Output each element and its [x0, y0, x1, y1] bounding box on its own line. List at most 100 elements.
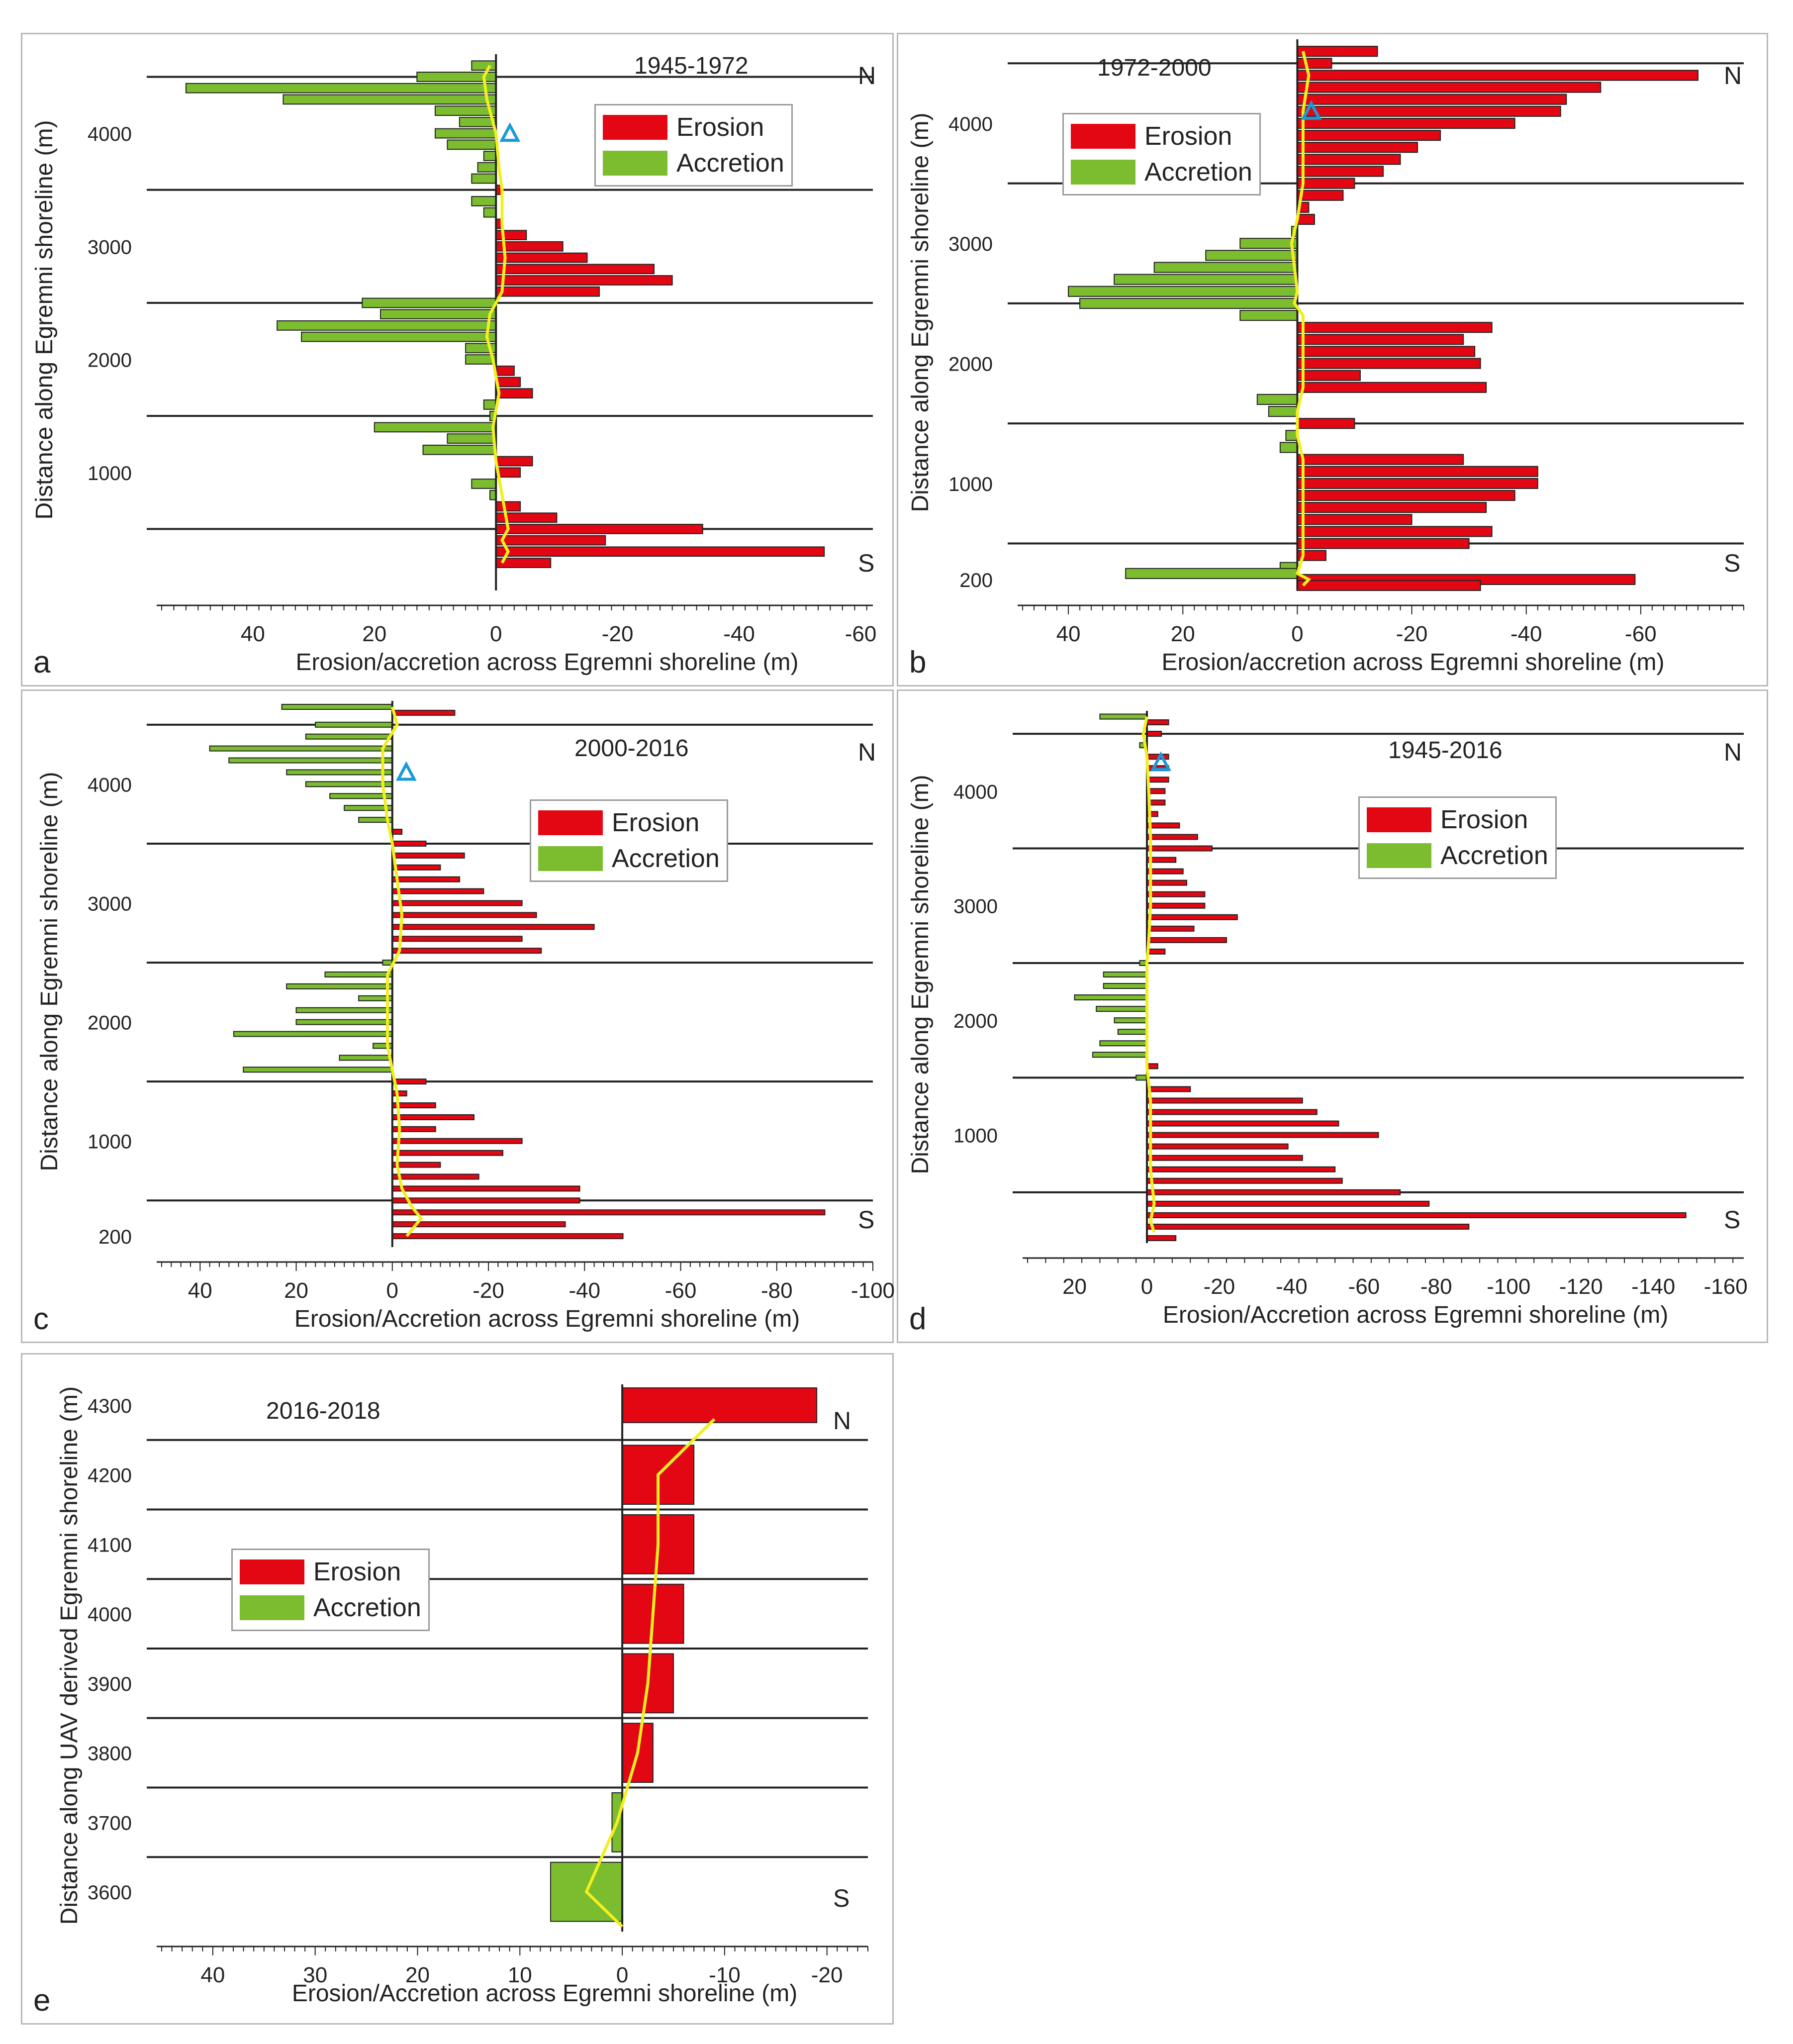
- chart-panel-e: 40 30 20 10 0 -10 -20 3600 3700 3800 3900 4000 4100 4…: [21, 1353, 894, 2025]
- erosion-bar: [391, 852, 465, 859]
- erosion-bar: [1297, 538, 1470, 549]
- x-tick-label: 30: [303, 1963, 327, 1987]
- erosion-bar: [391, 829, 403, 835]
- accretion-bar: [1092, 1052, 1147, 1058]
- trend-line: [482, 65, 510, 564]
- erosion-bar: [1146, 1212, 1687, 1218]
- trend-line: [1141, 716, 1156, 1233]
- accretion-bar: [362, 297, 497, 308]
- accretion-bar: [380, 309, 497, 320]
- accretion-bar: [286, 769, 393, 776]
- legend-label-erosion: Erosion: [1440, 805, 1528, 834]
- legend-swatch-accretion: [240, 1595, 304, 1620]
- legend-label-accretion: Accretion: [676, 149, 784, 178]
- x-tick-label: -20: [602, 622, 634, 646]
- y-tick-label: 1000: [88, 463, 132, 485]
- erosion-bar: [391, 888, 484, 894]
- accretion-bar: [477, 162, 497, 173]
- y-tick-label: 2000: [948, 354, 993, 376]
- erosion-bar: [1297, 190, 1344, 201]
- accretion-bar: [1285, 430, 1298, 441]
- accretion-bar: [447, 139, 497, 150]
- y-tick-label: 1000: [953, 1125, 998, 1147]
- erosion-bar: [391, 1185, 580, 1192]
- accretion-bar: [1096, 1006, 1148, 1012]
- chart-title: 2000-2016: [574, 735, 689, 762]
- x-tick-label: 20: [362, 622, 386, 646]
- y-tick-label: 3600: [88, 1882, 132, 1904]
- erosion-bar: [391, 709, 456, 716]
- panel-label: c: [33, 1302, 49, 1336]
- station-marker-icon: [1150, 751, 1172, 771]
- x-tick-label: -60: [845, 622, 877, 646]
- accretion-bar: [228, 757, 393, 764]
- erosion-bar: [1297, 129, 1441, 141]
- chart-plot-e: 40 30 20 10 0 -10 -20 3600 3700 3800 3900 4000 4100 4…: [56, 1384, 868, 2007]
- trend-line: [381, 706, 423, 1237]
- south-marker: S: [833, 1884, 849, 1912]
- accretion-bar: [382, 960, 393, 966]
- accretion-bar: [315, 721, 393, 728]
- erosion-bar: [495, 365, 515, 376]
- accretion-bar: [471, 196, 497, 206]
- chart-title: 1972-2000: [1097, 55, 1212, 81]
- erosion-bar: [1146, 731, 1162, 737]
- erosion-bar: [1146, 1086, 1191, 1092]
- erosion-bar: [1146, 1120, 1339, 1127]
- x-axis-label: Erosion/accretion across Egremni shoreli…: [295, 649, 798, 676]
- x-axis-label: Erosion/accretion across Egremni shoreli…: [1161, 649, 1664, 676]
- erosion-bar: [391, 1150, 504, 1156]
- erosion-bar: [1297, 334, 1464, 345]
- accretion-bar: [1256, 393, 1298, 405]
- accretion-bar: [185, 83, 497, 94]
- x-tick-label: -60: [1625, 622, 1657, 646]
- x-tick-label: 20: [284, 1278, 308, 1303]
- legend-swatch-erosion: [603, 115, 667, 140]
- y-axis-label: Distance along Egremni shoreline (m): [36, 772, 63, 1171]
- erosion-bar: [391, 948, 542, 954]
- erosion-bar: [1297, 94, 1567, 105]
- legend-item-accretion: Accretion: [1071, 154, 1252, 190]
- erosion-bar: [391, 876, 461, 882]
- y-tick-label: 4000: [953, 781, 998, 803]
- accretion-bar: [1074, 994, 1147, 1001]
- erosion-bar: [495, 230, 527, 240]
- accretion-bar: [483, 151, 497, 161]
- accretion-bar: [1103, 983, 1147, 989]
- chart-legend: Erosion Accretion: [530, 799, 728, 882]
- legend-swatch-erosion: [538, 810, 603, 835]
- x-tick-label: -80: [761, 1278, 793, 1303]
- x-tick-label: -20: [811, 1963, 843, 1987]
- accretion-bar: [374, 422, 497, 433]
- x-tick-label: -100: [851, 1278, 895, 1303]
- x-tick-label: -20: [472, 1278, 504, 1303]
- accretion-bar: [1279, 442, 1298, 453]
- south-marker: S: [1724, 1206, 1740, 1234]
- y-tick-label: 4000: [88, 123, 132, 145]
- accretion-bar: [483, 207, 497, 218]
- accretion-bar: [422, 444, 497, 455]
- accretion-bar: [283, 94, 497, 105]
- erosion-bar: [1297, 142, 1418, 153]
- legend-label-accretion: Accretion: [1440, 841, 1548, 870]
- y-tick-label: 3900: [88, 1673, 132, 1695]
- erosion-bar: [1297, 580, 1481, 591]
- erosion-bar: [1146, 891, 1206, 897]
- x-tick-label: -120: [1559, 1274, 1603, 1299]
- accretion-bar: [1205, 250, 1298, 261]
- erosion-bar: [1146, 1109, 1318, 1115]
- y-tick-label: 4200: [88, 1465, 132, 1487]
- erosion-bar: [495, 546, 825, 557]
- chart-legend: Erosion Accretion: [594, 104, 793, 187]
- x-tick-label: 20: [1171, 622, 1195, 646]
- chart-panel-b: 40 20 0 -20 -40 -60 200 1000 2000 3000 4000 Erosion…: [897, 33, 1768, 686]
- x-axis-label: Erosion/Accretion across Egremni shoreli…: [292, 1980, 797, 2007]
- x-tick-label: -60: [1348, 1274, 1380, 1299]
- y-tick-label: 3000: [948, 233, 993, 255]
- legend-swatch-accretion: [1071, 160, 1135, 185]
- accretion-bar: [301, 331, 497, 342]
- erosion-bar: [1297, 370, 1361, 381]
- erosion-bar: [1297, 382, 1487, 393]
- y-axis-label: Distance along Egremni shoreline (m): [907, 775, 934, 1174]
- erosion-bar: [1297, 58, 1332, 69]
